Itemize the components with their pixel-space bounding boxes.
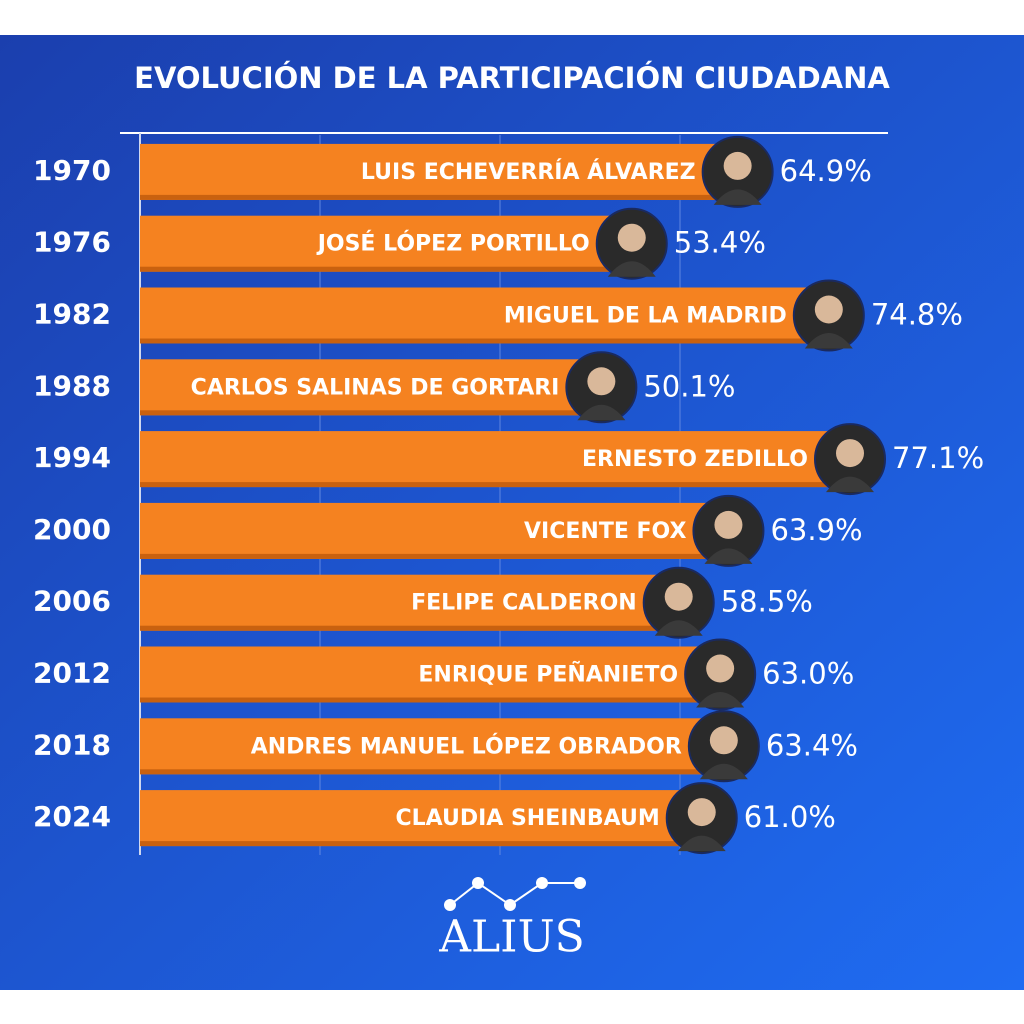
- bar-shadow: [140, 266, 632, 272]
- value-label: 63.0%: [762, 657, 854, 691]
- bar: [140, 646, 721, 703]
- value-label: 63.9%: [770, 513, 862, 547]
- logo: ALIUS: [438, 877, 586, 963]
- bar-shadow: [140, 194, 738, 200]
- president-name: LUIS ECHEVERRÍA ÁLVAREZ: [361, 159, 696, 185]
- bar-shadow: [140, 625, 679, 631]
- portrait-face: [709, 726, 738, 755]
- bar: [140, 359, 602, 416]
- bar-shadow: [140, 482, 850, 488]
- year-label: 2018: [33, 728, 111, 761]
- value-label: 50.1%: [643, 369, 735, 403]
- portrait-face: [836, 439, 864, 468]
- portrait-body: [713, 189, 762, 205]
- president-name: ENRIQUE PEÑANIETO: [418, 662, 678, 688]
- president-name: VICENTE FOX: [524, 519, 686, 544]
- portrait-body: [654, 620, 703, 636]
- bar: [140, 502, 729, 559]
- value-label: 61.0%: [744, 800, 836, 834]
- value-label: 64.9%: [780, 154, 872, 188]
- bar-shadow: [140, 338, 829, 344]
- year-label: 1982: [33, 298, 111, 331]
- bar: [140, 143, 738, 200]
- value-label: 63.4%: [766, 728, 858, 762]
- logo-text: ALIUS: [438, 912, 585, 963]
- value-label: 74.8%: [871, 298, 963, 332]
- bar-shadow: [140, 769, 724, 775]
- value-label: 77.1%: [892, 441, 984, 475]
- portrait-body: [607, 261, 656, 277]
- chart-title: EVOLUCIÓN DE LA PARTICIPACIÓN CIUDADANA: [134, 61, 890, 95]
- president-name: FELIPE CALDERON: [411, 591, 637, 616]
- president-name: JOSÉ LÓPEZ PORTILLO: [316, 231, 590, 257]
- year-label: 2012: [33, 657, 111, 690]
- portrait-body: [704, 548, 753, 564]
- portrait-face: [723, 151, 752, 180]
- year-label: 1970: [33, 154, 111, 187]
- bar: [140, 215, 632, 272]
- president-name: ERNESTO ZEDILLO: [582, 447, 808, 472]
- bar: [140, 431, 850, 488]
- portrait-body: [696, 692, 745, 708]
- portrait-body: [826, 476, 874, 493]
- year-label: 1976: [33, 226, 111, 259]
- value-label: 58.5%: [721, 585, 813, 619]
- bar-shadow: [140, 553, 729, 559]
- bar-shadow: [140, 697, 721, 703]
- bar: [140, 574, 679, 631]
- year-label: 2024: [33, 800, 111, 833]
- portrait-body: [699, 763, 748, 780]
- portrait-face: [587, 367, 616, 396]
- portrait-face: [617, 223, 646, 252]
- year-label: 1988: [33, 369, 111, 402]
- portrait-body: [804, 333, 853, 349]
- bar: [140, 287, 829, 344]
- president-name: MIGUEL DE LA MADRID: [504, 304, 787, 329]
- portrait-body: [677, 835, 726, 852]
- bar: [140, 718, 724, 775]
- portrait-face: [714, 510, 743, 539]
- president-name: CARLOS SALINAS DE GORTARI: [191, 375, 560, 400]
- portrait-body: [577, 404, 626, 421]
- year-label: 2006: [33, 585, 111, 618]
- portrait-face: [814, 295, 843, 324]
- president-name: CLAUDIA SHEINBAUM: [395, 806, 659, 831]
- portrait-face: [706, 654, 735, 683]
- value-label: 53.4%: [674, 226, 766, 260]
- bar-shadow: [140, 841, 702, 847]
- bar: [140, 790, 702, 847]
- portrait-face: [664, 582, 693, 611]
- bar-shadow: [140, 410, 602, 416]
- year-label: 2000: [33, 513, 111, 546]
- portrait-face: [687, 798, 716, 827]
- president-name: ANDRES MANUEL LÓPEZ OBRADOR: [251, 733, 682, 759]
- year-label: 1994: [33, 441, 111, 474]
